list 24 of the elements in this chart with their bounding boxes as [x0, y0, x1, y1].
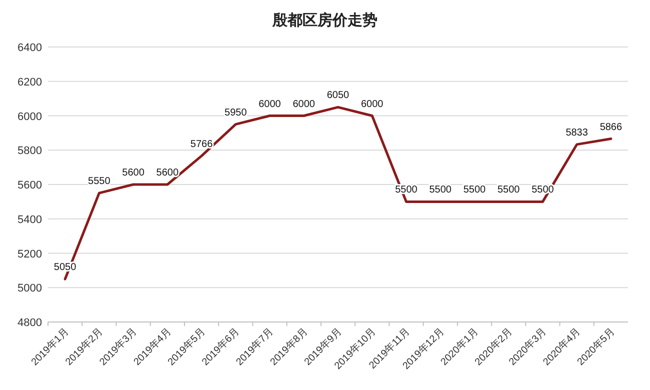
data-label: 5600	[156, 168, 179, 178]
y-tick-label: 5200	[18, 248, 42, 260]
y-tick-label: 5800	[18, 145, 42, 158]
data-label: 5833	[566, 127, 588, 138]
data-label: 6050	[326, 90, 350, 102]
y-tick-label: 6200	[18, 76, 42, 88]
y-tick-label: 6400	[18, 42, 42, 54]
data-label: 5500	[497, 184, 520, 196]
y-tick-label: 5600	[18, 180, 42, 192]
data-label: 6000	[292, 98, 316, 110]
y-tick-label: 5400	[18, 214, 42, 226]
data-label: 6000	[360, 98, 384, 110]
chart-title: 殷都区房价走势	[272, 11, 378, 29]
data-label: 5866	[600, 122, 622, 133]
y-tick-label: 6000	[18, 110, 42, 123]
data-label: 5500	[463, 184, 486, 196]
data-label: 5600	[122, 168, 145, 178]
y-tick-label: 4800	[18, 317, 42, 329]
y-tick-label: 5000	[18, 282, 42, 295]
data-label: 5550	[88, 176, 111, 188]
data-label: 5950	[224, 107, 248, 118]
data-label: 5500	[429, 184, 452, 196]
data-label: 6000	[258, 98, 282, 110]
data-label: 5766	[190, 138, 214, 150]
